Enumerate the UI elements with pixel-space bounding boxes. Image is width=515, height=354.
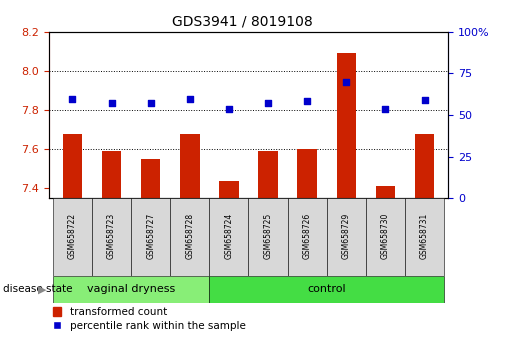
Bar	[415, 134, 434, 198]
Point	[420, 98, 428, 103]
Text: GSM658722: GSM658722	[68, 212, 77, 259]
Text: GSM658729: GSM658729	[342, 212, 351, 259]
Bar	[248, 198, 287, 276]
Bar	[375, 187, 395, 198]
Text: ▶: ▶	[38, 284, 46, 295]
Bar	[219, 181, 239, 198]
Bar	[63, 134, 82, 198]
Bar	[210, 276, 444, 303]
Point	[264, 101, 272, 106]
Point	[68, 97, 77, 102]
Point	[186, 97, 194, 102]
Text: GSM658730: GSM658730	[381, 212, 390, 259]
Point	[303, 98, 311, 104]
Point	[342, 79, 350, 85]
Text: GSM658727: GSM658727	[146, 212, 155, 259]
Bar	[180, 134, 200, 198]
Text: GDS3941 / 8019108: GDS3941 / 8019108	[171, 14, 313, 28]
Text: GSM658725: GSM658725	[264, 212, 272, 259]
Text: GSM658728: GSM658728	[185, 212, 194, 259]
Text: control: control	[307, 284, 346, 295]
Text: GSM658726: GSM658726	[303, 212, 312, 259]
Legend: transformed count, percentile rank within the sample: transformed count, percentile rank withi…	[49, 303, 250, 335]
Bar	[210, 198, 248, 276]
Bar	[102, 151, 122, 198]
Bar	[53, 198, 92, 276]
Bar	[258, 151, 278, 198]
Bar	[141, 159, 161, 198]
Bar	[131, 198, 170, 276]
Bar	[366, 198, 405, 276]
Text: GSM658731: GSM658731	[420, 212, 429, 259]
Point	[225, 106, 233, 112]
Bar	[297, 149, 317, 198]
Bar	[336, 53, 356, 198]
Point	[147, 101, 155, 106]
Bar	[405, 198, 444, 276]
Point	[108, 101, 116, 106]
Text: vaginal dryness: vaginal dryness	[87, 284, 175, 295]
Bar	[170, 198, 210, 276]
Text: GSM658723: GSM658723	[107, 212, 116, 259]
Text: GSM658724: GSM658724	[225, 212, 233, 259]
Bar	[53, 276, 210, 303]
Bar	[92, 198, 131, 276]
Bar	[327, 198, 366, 276]
Point	[381, 106, 389, 112]
Text: disease state: disease state	[3, 284, 72, 295]
Bar	[287, 198, 327, 276]
